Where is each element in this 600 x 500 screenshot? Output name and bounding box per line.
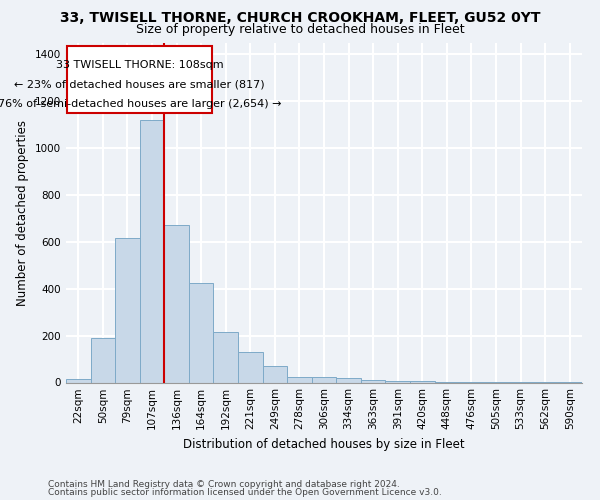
Text: 33, TWISELL THORNE, CHURCH CROOKHAM, FLEET, GU52 0YT: 33, TWISELL THORNE, CHURCH CROOKHAM, FLE… — [60, 11, 540, 25]
Bar — [91, 338, 115, 382]
Bar — [115, 238, 140, 382]
Bar — [214, 332, 238, 382]
Text: 76% of semi-detached houses are larger (2,654) →: 76% of semi-detached houses are larger (… — [0, 99, 281, 109]
FancyBboxPatch shape — [67, 46, 212, 113]
Bar — [238, 352, 263, 382]
Y-axis label: Number of detached properties: Number of detached properties — [16, 120, 29, 306]
X-axis label: Distribution of detached houses by size in Fleet: Distribution of detached houses by size … — [183, 438, 465, 451]
Bar — [189, 283, 214, 382]
Bar — [312, 376, 336, 382]
Bar — [361, 380, 385, 382]
Bar — [140, 120, 164, 382]
Text: Contains public sector information licensed under the Open Government Licence v3: Contains public sector information licen… — [48, 488, 442, 497]
Bar — [287, 376, 312, 382]
Bar — [263, 366, 287, 382]
Text: Contains HM Land Registry data © Crown copyright and database right 2024.: Contains HM Land Registry data © Crown c… — [48, 480, 400, 489]
Bar — [66, 379, 91, 382]
Text: 33 TWISELL THORNE: 108sqm: 33 TWISELL THORNE: 108sqm — [56, 60, 224, 70]
Text: ← 23% of detached houses are smaller (817): ← 23% of detached houses are smaller (81… — [14, 80, 265, 90]
Bar — [164, 226, 189, 382]
Bar — [336, 378, 361, 382]
Text: Size of property relative to detached houses in Fleet: Size of property relative to detached ho… — [136, 22, 464, 36]
